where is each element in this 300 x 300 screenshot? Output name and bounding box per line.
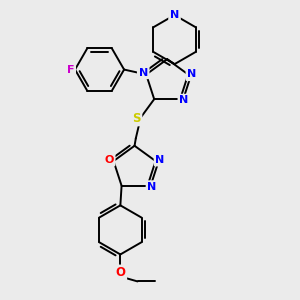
Text: N: N	[187, 70, 196, 80]
Text: N: N	[170, 10, 179, 20]
Text: N: N	[139, 68, 148, 77]
Text: F: F	[67, 64, 74, 75]
Text: N: N	[147, 182, 157, 192]
Text: N: N	[155, 155, 165, 165]
Text: O: O	[104, 155, 114, 165]
Text: S: S	[132, 112, 140, 124]
Text: N: N	[179, 95, 188, 105]
Text: O: O	[116, 266, 125, 279]
